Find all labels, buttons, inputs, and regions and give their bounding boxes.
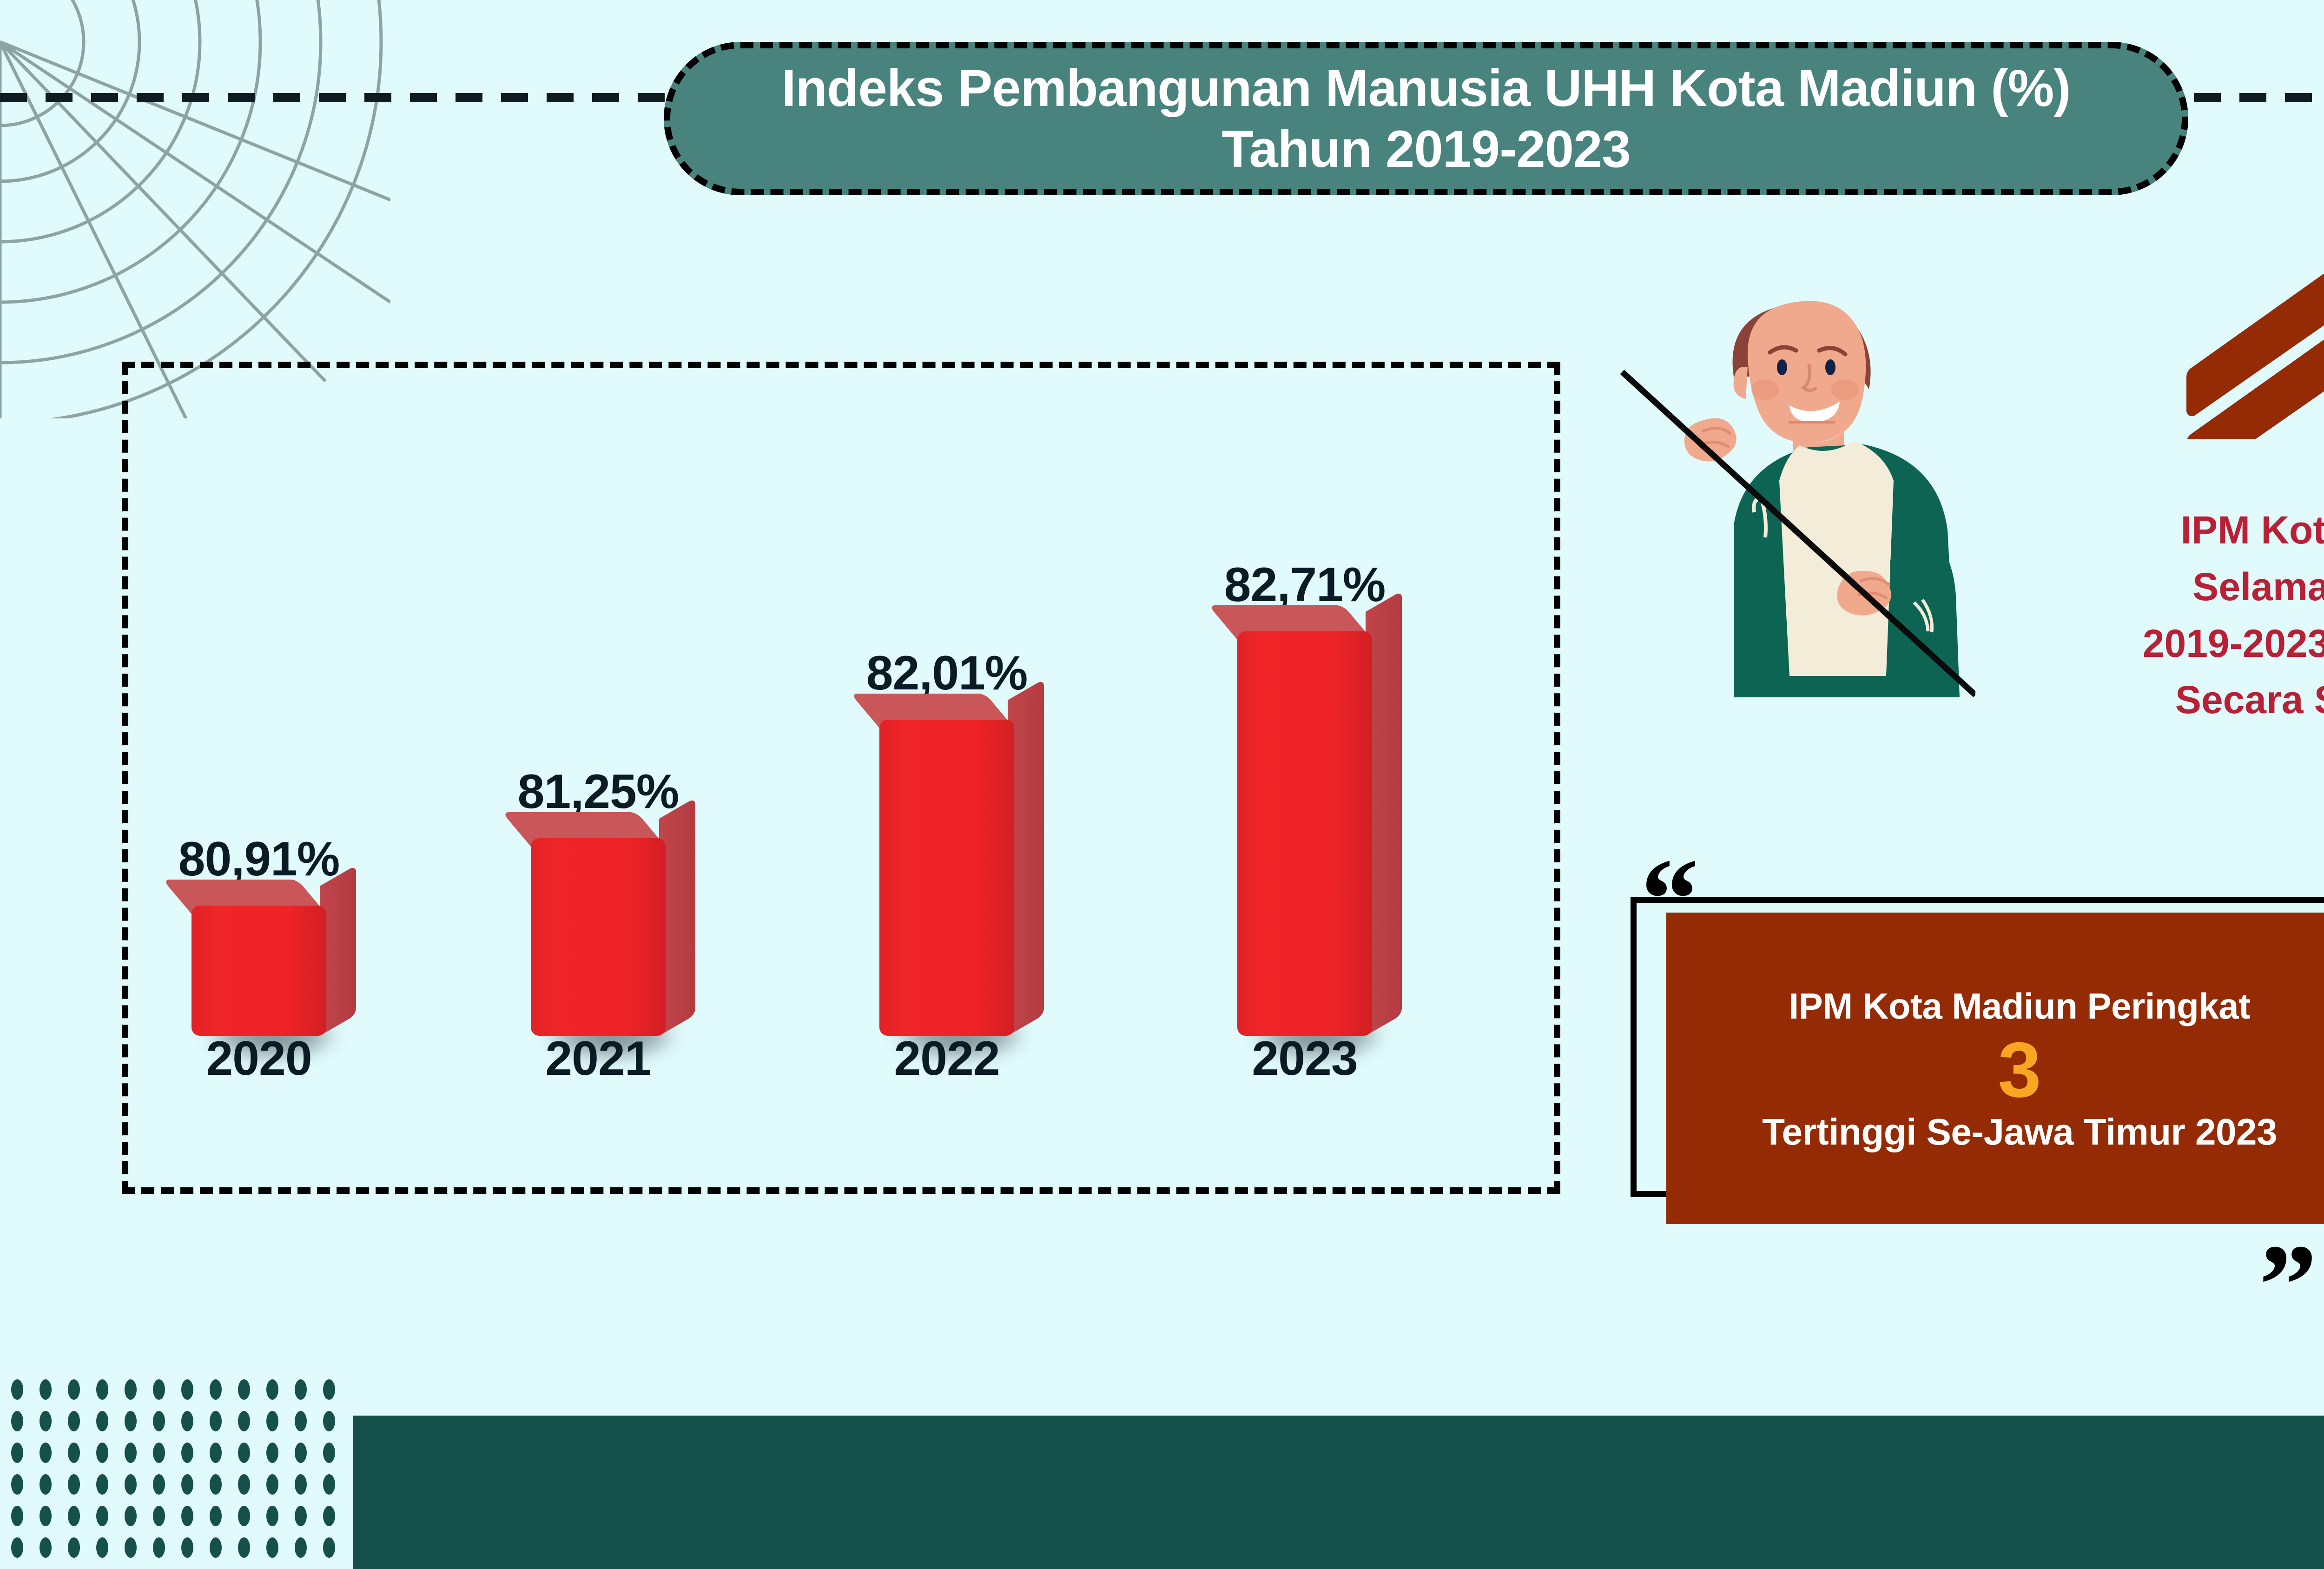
footer-bar [353,1416,2324,1569]
bar-2023: 82,71% [1208,558,1402,1062]
callout-line-4: Secara Signifikan [2175,678,2324,722]
callout-text: IPM Kota Madiun Selama Periode 2019-2023… [2036,502,2324,728]
bar-front-face [191,906,326,1036]
chart-frame [122,362,1560,1194]
corner-arc-pattern-left [0,0,390,418]
quote-card-rank-number: 3 [1998,1026,2041,1113]
page-title-line-2: Tahun 2019-2023 [1221,120,1631,178]
bar-label-2021: 2021 [545,1032,651,1086]
bar-value-2020: 80,91% [178,832,340,886]
bar-front-face [879,720,1014,1036]
bar-chart: 80,91% 2020 81,25% 2021 82,01% 2022 82,7… [122,362,1560,1194]
bar-label-2023: 2023 [1252,1032,1358,1086]
bar-2021: 81,25% [502,765,695,1062]
bar-front-face [531,838,666,1036]
quote-card-bottom-line: Tertinggi Se-Jawa Timur 2023 [1762,1111,2277,1153]
bar-label-2020: 2020 [206,1032,312,1086]
bar-value-2022: 82,01% [866,646,1028,700]
dot-grid-pattern [9,1374,349,1569]
dashed-rule-left [0,93,688,102]
bar-2020: 80,91% [162,832,356,1062]
page-title-banner: Indeks Pembangunan Manusia UHH Kota Madi… [664,42,2188,195]
callout-line-2: Selama Periode [2192,564,2324,609]
callout-line-1: IPM Kota Madiun [2180,508,2324,552]
callout-line-3: 2019-2023 Meningkat [2142,621,2324,665]
quote-card: IPM Kota Madiun Peringkat 3 Tertinggi Se… [1666,913,2324,1224]
page-title-line-1: Indeks Pembangunan Manusia UHH Kota Madi… [781,59,2071,117]
bar-front-face [1237,631,1372,1036]
bar-2022: 82,01% [850,646,1044,1062]
quote-close-mark: ” [2259,1221,2317,1350]
bar-value-2023: 82,71% [1224,558,1386,612]
male-person-illustration [1620,301,1975,697]
dashed-rule-right [2194,93,2324,102]
bar-value-2021: 81,25% [517,765,680,819]
quote-card-top-line: IPM Kota Madiun Peringkat [1789,985,2251,1026]
bar-label-2022: 2022 [894,1032,1000,1086]
double-chevron-up-icon [2186,273,2324,439]
